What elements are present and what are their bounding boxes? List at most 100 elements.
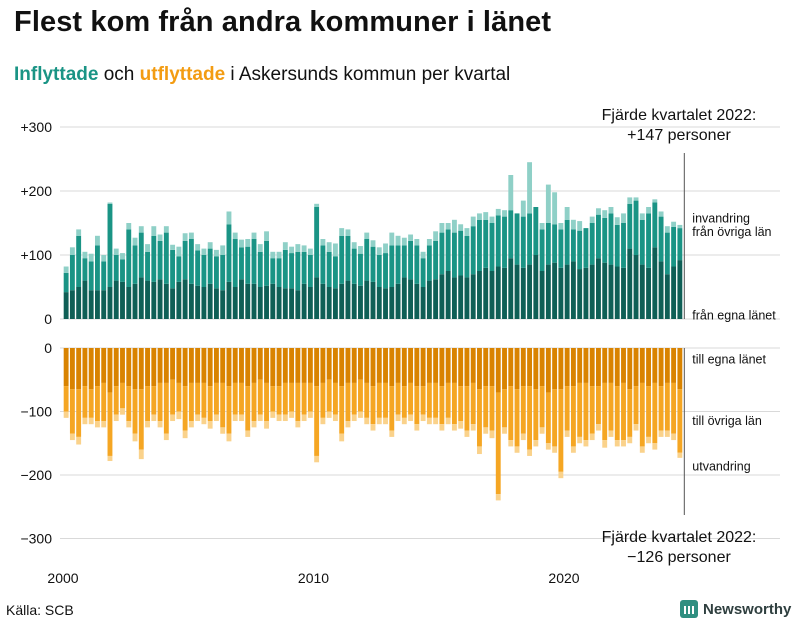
bar-out-segment (614, 348, 620, 387)
bar-in-segment (564, 219, 570, 265)
bar-in-segment (332, 288, 338, 319)
bar-out-segment (95, 386, 100, 422)
bar-in-segment (520, 267, 526, 319)
bar-out-segment (414, 386, 420, 425)
bar-out-segment (170, 348, 176, 380)
bar-out-segment (520, 386, 526, 434)
bar-in-segment (552, 224, 558, 263)
bar-out-segment (120, 348, 125, 383)
bar-in-segment (589, 223, 595, 265)
bar-in-segment (358, 285, 363, 319)
bar-in-segment (195, 285, 201, 319)
bar-in-segment (502, 216, 507, 268)
bar-out-segment (564, 386, 570, 431)
bar-out-segment (420, 386, 426, 415)
bar-out-segment (470, 382, 476, 425)
bar-in-segment (295, 251, 301, 291)
bar-in-segment (351, 248, 357, 284)
bar-out-segment (658, 386, 664, 431)
bar-out-segment (332, 348, 338, 383)
bar-out-segment (539, 386, 545, 428)
bar-in-segment (376, 247, 382, 255)
bar-in-segment (489, 271, 495, 319)
bar-out-segment (182, 386, 188, 431)
bar-out-segment (126, 421, 132, 428)
bar-in-segment (301, 245, 307, 252)
bar-out-segment (107, 455, 113, 462)
bar-in-segment (151, 226, 157, 236)
bar-in-segment (570, 219, 576, 230)
bar-out-segment (570, 386, 576, 447)
bar-out-segment (251, 382, 257, 422)
bar-out-segment (163, 348, 169, 383)
bar-in-segment (207, 242, 213, 249)
bar-out-segment (664, 348, 670, 383)
bar-out-segment (677, 452, 683, 458)
bar-in-segment (570, 229, 576, 262)
bar-out-segment (295, 421, 301, 428)
bar-out-segment (614, 440, 620, 447)
bar-out-segment (389, 386, 395, 431)
bar-in-segment (477, 213, 482, 220)
bar-out-segment (195, 382, 201, 415)
bar-out-segment (608, 430, 614, 437)
bar-out-segment (188, 348, 194, 383)
bar-out-segment (433, 382, 439, 418)
bar-out-segment (596, 348, 601, 387)
bar-in-segment (389, 287, 395, 319)
bar-in-segment (652, 247, 658, 319)
bar-in-segment (621, 223, 626, 268)
bar-out-segment (621, 348, 626, 383)
bar-out-segment (226, 386, 232, 434)
bar-out-segment (176, 382, 182, 412)
bar-in-segment (483, 212, 489, 220)
bar-out-segment (395, 348, 401, 383)
bar-in-segment (564, 264, 570, 319)
bar-in-segment (470, 226, 476, 275)
bar-out-segment (138, 389, 144, 450)
bar-out-segment (426, 382, 432, 418)
bar-in-segment (213, 249, 219, 257)
bar-out-segment (627, 389, 633, 437)
bar-in-segment (326, 287, 332, 319)
bar-out-segment (170, 414, 176, 422)
bar-out-segment (514, 389, 520, 447)
bar-out-segment (163, 433, 169, 441)
bar-in-segment (351, 242, 357, 249)
bar-out-segment (539, 427, 545, 434)
source-note: Källa: SCB (6, 602, 74, 618)
bar-out-segment (376, 417, 382, 425)
bar-out-segment (445, 417, 451, 425)
bar-in-segment (351, 283, 357, 319)
bar-in-segment (370, 246, 376, 282)
bar-out-segment (326, 379, 332, 412)
bar-out-segment (88, 348, 94, 390)
bar-out-segment (583, 382, 589, 441)
bar-in-segment (414, 239, 420, 246)
bar-in-segment (364, 280, 370, 319)
bar-out-segment (351, 348, 357, 383)
bar-in-segment (88, 261, 94, 291)
bar-in-segment (433, 231, 439, 241)
bar-out-segment (220, 348, 226, 383)
bar-out-segment (664, 430, 670, 437)
bar-in-segment (107, 203, 113, 287)
bar-out-segment (195, 414, 201, 422)
bar-in-segment (401, 245, 407, 278)
bar-in-segment (646, 213, 651, 268)
bar-out-segment (226, 433, 232, 442)
bar-in-segment (664, 274, 670, 319)
bar-out-segment (332, 382, 338, 415)
bar-in-segment (314, 203, 320, 207)
bar-out-segment (69, 433, 75, 441)
bar-out-segment (439, 348, 445, 387)
bar-out-segment (370, 386, 376, 425)
bar-in-segment (314, 277, 320, 319)
bar-out-segment (633, 386, 639, 425)
bar-in-segment (239, 247, 244, 280)
bar-out-segment (470, 348, 476, 383)
bar-out-segment (320, 417, 326, 425)
bar-in-segment (558, 229, 564, 268)
bar-out-segment (558, 389, 564, 472)
bar-out-segment (314, 348, 320, 387)
